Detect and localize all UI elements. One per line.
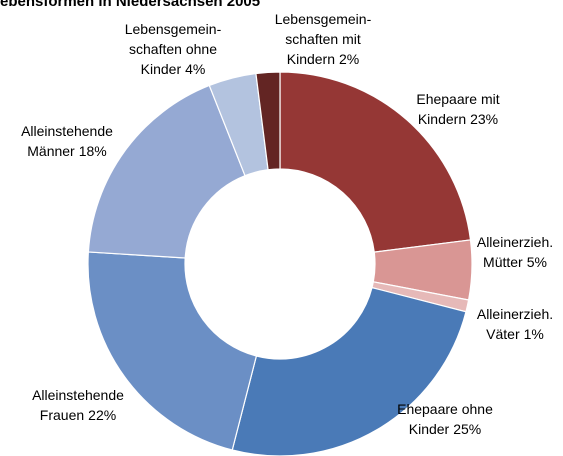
slice-label-line: Alleinstehende (21, 123, 113, 139)
slice-label-line: Alleinerzieh. (477, 306, 553, 322)
slice-value-label: 25% (453, 421, 481, 437)
slice-label-line: Alleinerzieh. (477, 234, 553, 250)
slice-label-line: Väter (486, 326, 520, 342)
slice-label-line: Frauen (40, 407, 84, 423)
slice-value-label: 4% (185, 61, 205, 77)
slice-value-label: 5% (527, 254, 547, 270)
slice-label: Alleinstehende Männer 18% (21, 123, 113, 159)
slice-label-line: Alleinstehende (32, 387, 124, 403)
chart-title: ebensformen in Niedersachsen 2005 (0, 0, 260, 10)
donut-slice (87, 251, 258, 451)
slice-label-line: Kinder (409, 421, 450, 437)
slice-label: Alleinerzieh. Väter 1% (477, 306, 553, 342)
slice-label-line: Kindern (287, 51, 335, 67)
slice-label-line: Mütter (483, 254, 523, 270)
slice-label-line: Ehepaare mit (416, 91, 499, 107)
slice-label: Alleinstehende Frauen 22% (32, 387, 124, 423)
donut-slice (255, 71, 281, 171)
slice-label-line: Kindern (418, 111, 466, 127)
slice-value-label: 1% (524, 326, 544, 342)
slice-label-line: schaften mit (285, 31, 361, 47)
slice-label: Lebensgemein-schaften ohne Kinder 4% (125, 21, 222, 77)
slice-value-label: 22% (88, 407, 116, 423)
donut-slice (87, 84, 246, 259)
slice-label: Ehepaare ohne Kinder 25% (397, 401, 493, 437)
slice-label-line: Männer (27, 143, 75, 159)
slice-label: Ehepaare mit Kindern 23% (416, 91, 499, 127)
slice-label-line: Lebensgemein- (125, 21, 222, 37)
slice-label-line: Ehepaare ohne (397, 401, 493, 417)
slice-label-line: Kinder (141, 61, 182, 77)
donut-slice (279, 71, 472, 253)
slice-label-line: Lebensgemein- (275, 11, 372, 27)
slice-label: Lebensgemein-schaften mit Kindern 2% (275, 11, 372, 67)
slice-label: Alleinerzieh. Mütter 5% (477, 234, 553, 270)
slice-value-label: 2% (339, 51, 359, 67)
slice-label-line: schaften ohne (129, 41, 217, 57)
slice-value-label: 18% (79, 143, 107, 159)
slice-value-label: 23% (470, 111, 498, 127)
donut-slice (231, 286, 467, 456)
